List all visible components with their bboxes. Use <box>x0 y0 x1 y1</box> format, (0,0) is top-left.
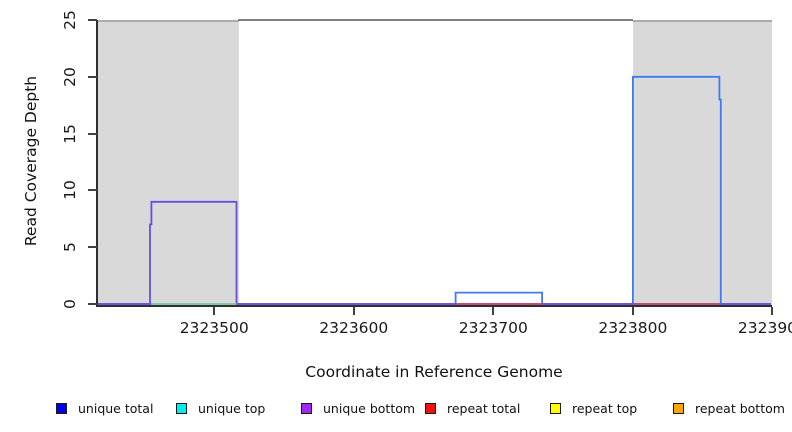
repeat-region-band <box>97 20 239 305</box>
legend-label: repeat total <box>447 400 521 416</box>
y-tick <box>88 303 97 305</box>
y-tick <box>88 189 97 192</box>
x-tick <box>213 307 216 315</box>
legend-item-repeat-top: repeat top <box>550 398 637 418</box>
legend-swatch-unique-top-icon <box>176 402 187 414</box>
legend-swatch-unique-bottom-icon <box>301 402 312 414</box>
y-tick-label: 0 <box>61 299 79 309</box>
legend-swatch-repeat-top-icon <box>550 402 561 414</box>
legend-swatch-repeat-total-icon <box>425 402 436 414</box>
legend-item-unique-bottom: unique bottom <box>301 398 415 418</box>
legend: unique total unique top unique bottom re… <box>0 398 792 422</box>
plot-top-clip-line <box>237 19 633 21</box>
coverage-lines-svg <box>97 75 771 305</box>
series-line-unique-bottom-coverage <box>97 200 771 305</box>
y-tick-label: 10 <box>61 180 79 201</box>
x-tick <box>631 307 634 315</box>
y-tick-label: 20 <box>61 66 79 87</box>
legend-item-unique-top: unique top <box>176 398 265 418</box>
x-tick-label: 2323700 <box>458 319 528 337</box>
y-tick <box>88 132 97 135</box>
y-tick-label: 15 <box>61 123 79 144</box>
series-line-unique-total-coverage <box>97 75 771 305</box>
x-tick-label: 2323500 <box>179 319 249 337</box>
x-tick <box>771 307 774 315</box>
x-tick-label: 2323900 <box>737 319 792 337</box>
x-tick <box>352 307 355 315</box>
plot-area <box>97 19 772 306</box>
legend-item-unique-total: unique total <box>56 398 153 418</box>
y-tick <box>88 75 97 78</box>
legend-label: repeat bottom <box>695 400 785 416</box>
legend-label: unique total <box>78 400 154 416</box>
repeat-region-band <box>632 20 772 305</box>
y-tick <box>88 246 97 249</box>
legend-swatch-unique-total-icon <box>56 402 67 414</box>
x-tick-label: 2323800 <box>598 319 668 337</box>
y-axis-line <box>96 20 98 307</box>
legend-item-repeat-bottom: repeat bottom <box>673 398 785 418</box>
y-tick <box>88 19 97 21</box>
legend-label: unique top <box>198 400 266 416</box>
legend-swatch-repeat-bottom-icon <box>673 402 684 414</box>
y-tick-label: 25 <box>61 10 79 30</box>
x-tick <box>492 307 495 315</box>
y-tick-label: 5 <box>61 242 79 253</box>
legend-label: unique bottom <box>323 400 416 416</box>
legend-item-repeat-total: repeat total <box>425 398 520 418</box>
x-axis-line <box>96 305 772 307</box>
y-axis-title: Read Coverage Depth <box>22 75 40 247</box>
legend-label: repeat top <box>572 400 638 416</box>
x-tick-label: 2323600 <box>319 319 389 337</box>
x-axis-title: Coordinate in Reference Genome <box>305 363 563 381</box>
